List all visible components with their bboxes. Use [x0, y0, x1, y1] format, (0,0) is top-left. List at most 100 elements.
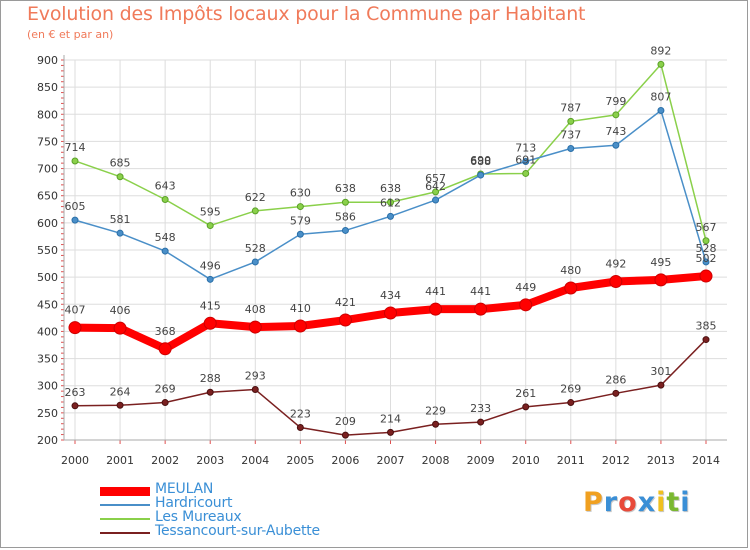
- data-label-tessancourt-sur-aubette: 209: [335, 415, 356, 428]
- data-label-tessancourt-sur-aubette: 223: [290, 408, 311, 421]
- data-point-hardricourt: [702, 258, 710, 266]
- data-label-meulan: 407: [65, 304, 86, 317]
- data-point-meulan: [654, 273, 668, 287]
- data-label-hardricourt: 807: [650, 90, 671, 103]
- data-label-les-mureaux: 638: [335, 182, 356, 195]
- data-label-tessancourt-sur-aubette: 261: [515, 387, 536, 400]
- y-tick-label: 200: [37, 434, 58, 447]
- x-tick-label: 2014: [692, 454, 720, 467]
- x-tick-label: 2009: [467, 454, 495, 467]
- data-label-meulan: 368: [155, 325, 176, 338]
- y-tick-label: 350: [37, 353, 58, 366]
- data-point-meulan: [113, 321, 127, 335]
- data-point-meulan: [68, 321, 82, 335]
- data-label-tessancourt-sur-aubette: 286: [605, 373, 626, 386]
- y-tick-label: 250: [37, 407, 58, 420]
- data-point-tessancourt-sur-aubette: [612, 389, 620, 397]
- data-label-les-mureaux: 638: [380, 182, 401, 195]
- legend-label: Les Mureaux: [155, 509, 242, 525]
- x-tick-label: 2010: [512, 454, 540, 467]
- data-point-tessancourt-sur-aubette: [432, 420, 440, 428]
- data-label-tessancourt-sur-aubette: 385: [696, 320, 717, 333]
- data-point-hardricourt: [296, 230, 304, 238]
- data-label-tessancourt-sur-aubette: 264: [110, 385, 131, 398]
- data-point-tessancourt-sur-aubette: [161, 399, 169, 407]
- logo-letter: x: [637, 487, 657, 518]
- x-tick-label: 2005: [286, 454, 314, 467]
- data-point-meulan: [338, 313, 352, 327]
- data-point-meulan: [158, 342, 172, 356]
- data-label-les-mureaux: 892: [650, 44, 671, 57]
- data-point-hardricourt: [387, 212, 394, 220]
- data-point-hardricourt: [161, 247, 169, 255]
- data-label-tessancourt-sur-aubette: 301: [650, 365, 671, 378]
- logo-letter: i: [680, 487, 691, 518]
- data-point-hardricourt: [612, 141, 620, 149]
- data-point-tessancourt-sur-aubette: [702, 336, 710, 344]
- chart-title: Evolution des Impôts locaux pour la Comm…: [27, 3, 586, 25]
- data-label-meulan: 410: [290, 302, 311, 315]
- data-label-meulan: 492: [605, 257, 626, 270]
- data-point-hardricourt: [657, 106, 665, 114]
- data-point-tessancourt-sur-aubette: [71, 402, 79, 410]
- data-label-hardricourt: 642: [425, 180, 446, 193]
- data-point-les-mureaux: [341, 198, 349, 206]
- data-label-tessancourt-sur-aubette: 233: [470, 402, 491, 415]
- data-label-meulan: 441: [470, 285, 491, 298]
- data-label-tessancourt-sur-aubette: 293: [245, 370, 266, 383]
- data-label-les-mureaux: 630: [290, 187, 311, 200]
- data-label-hardricourt: 605: [65, 200, 86, 213]
- data-label-les-mureaux: 685: [110, 157, 131, 170]
- y-tick-label: 450: [37, 298, 58, 311]
- data-point-les-mureaux: [161, 196, 169, 204]
- data-point-hardricourt: [71, 216, 79, 224]
- x-tick-label: 2000: [61, 454, 89, 467]
- data-point-tessancourt-sur-aubette: [206, 388, 214, 396]
- y-tick-label: 600: [37, 217, 58, 230]
- data-point-meulan: [429, 302, 443, 316]
- y-tick-label: 300: [37, 380, 58, 393]
- data-label-meulan: 495: [650, 256, 671, 269]
- data-point-les-mureaux: [206, 222, 214, 230]
- data-point-les-mureaux: [657, 60, 665, 68]
- legend-swatch: [100, 532, 150, 534]
- data-point-les-mureaux: [251, 207, 259, 215]
- data-label-hardricourt: 528: [245, 242, 266, 255]
- legend-label: MEULAN: [155, 481, 214, 497]
- logo-letter: o: [618, 487, 638, 518]
- data-label-meulan: 480: [560, 264, 581, 277]
- y-tick-label: 750: [37, 135, 58, 148]
- data-label-hardricourt: 579: [290, 214, 311, 227]
- data-point-hardricourt: [432, 196, 440, 204]
- x-tick-label: 2002: [151, 454, 179, 467]
- data-label-meulan: 415: [200, 299, 221, 312]
- data-point-meulan: [564, 281, 578, 295]
- data-point-hardricourt: [341, 226, 349, 234]
- data-label-hardricourt: 548: [155, 231, 176, 244]
- y-tick-label: 800: [37, 108, 58, 121]
- data-label-hardricourt: 586: [335, 210, 356, 223]
- data-label-tessancourt-sur-aubette: 269: [155, 383, 176, 396]
- data-point-tessancourt-sur-aubette: [522, 403, 530, 411]
- legend-label: Tessancourt-sur-Aubette: [155, 523, 320, 539]
- data-point-hardricourt: [116, 229, 124, 237]
- data-label-les-mureaux: 690: [470, 154, 491, 167]
- legend-label: Hardricourt: [155, 495, 233, 511]
- data-point-hardricourt: [251, 258, 259, 266]
- data-label-les-mureaux: 691: [515, 153, 536, 166]
- data-label-les-mureaux: 643: [155, 180, 176, 193]
- y-tick-label: 550: [37, 244, 58, 257]
- data-point-meulan: [519, 298, 533, 312]
- chart-subtitle: (en € et par an): [27, 28, 114, 41]
- data-label-meulan: 421: [335, 296, 356, 309]
- data-label-hardricourt: 496: [200, 259, 221, 272]
- data-label-tessancourt-sur-aubette: 229: [425, 404, 446, 417]
- data-point-tessancourt-sur-aubette: [251, 386, 259, 394]
- data-label-tessancourt-sur-aubette: 263: [65, 386, 86, 399]
- data-point-tessancourt-sur-aubette: [387, 428, 394, 436]
- y-tick-label: 850: [37, 81, 58, 94]
- logo-letter: t: [666, 487, 681, 518]
- y-tick-label: 500: [37, 271, 58, 284]
- x-tick-label: 2013: [647, 454, 675, 467]
